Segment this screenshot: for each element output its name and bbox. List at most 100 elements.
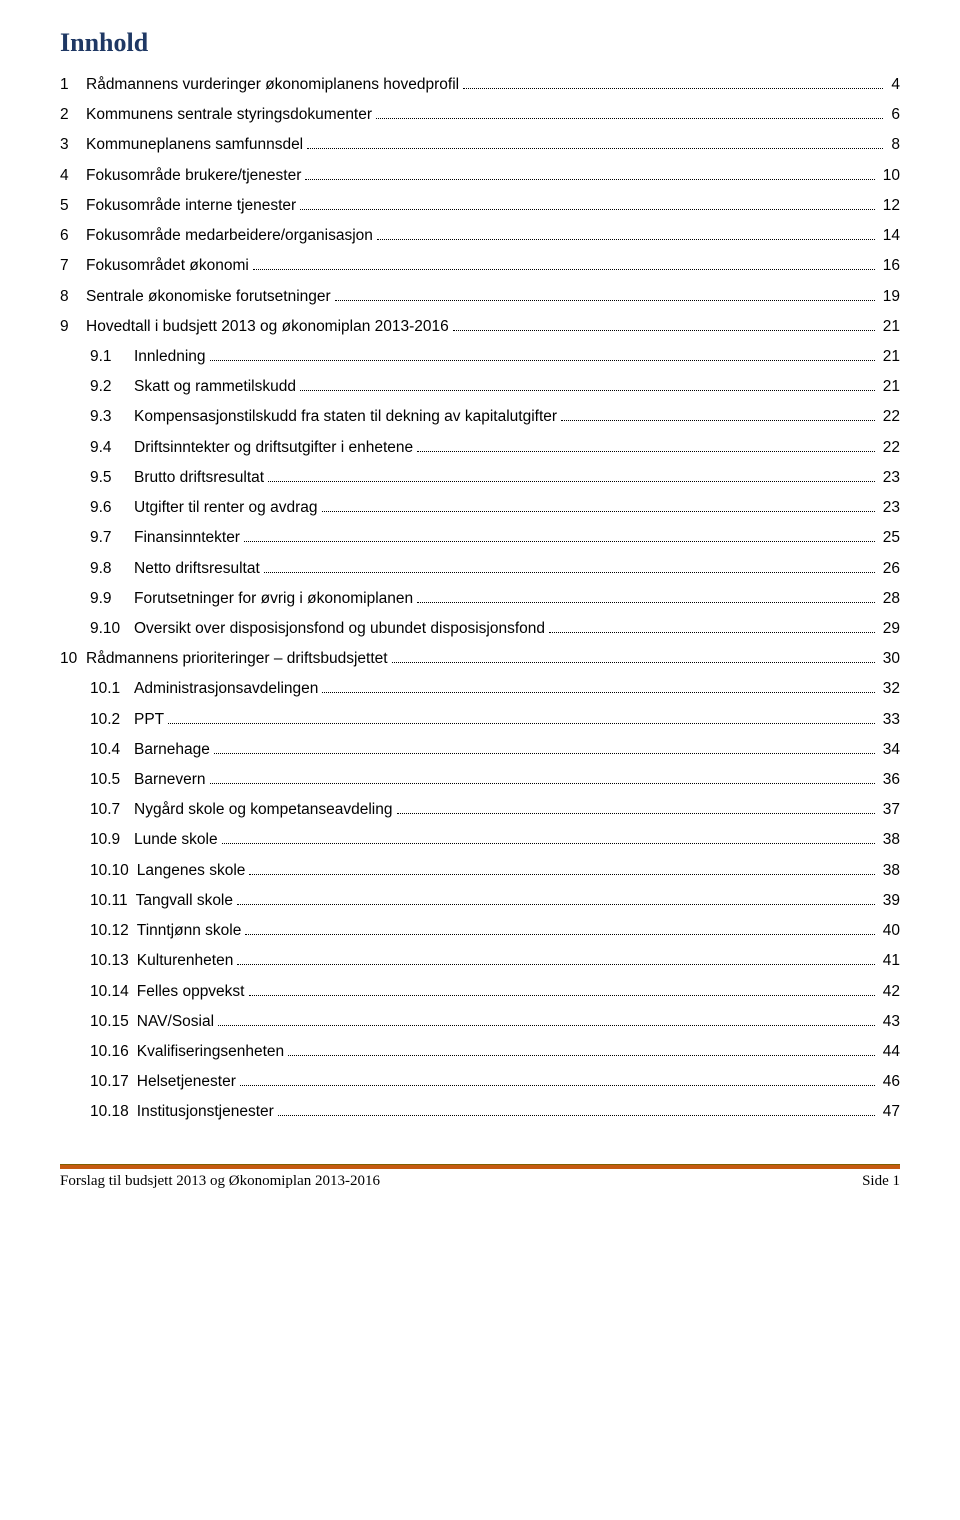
toc-leader-dots [214,753,875,754]
toc-entry-page: 23 [879,463,900,493]
toc-leader-dots [561,420,875,421]
toc-entry: 9.7Finansinntekter25 [60,523,900,553]
toc-entry-page: 19 [879,282,900,312]
toc-entry-number: 10.4 [90,735,134,765]
toc-leader-dots [249,874,874,875]
toc-entry-page: 14 [879,221,900,251]
toc-entry: 9.1Innledning21 [60,342,900,372]
toc-entry-page: 28 [879,584,900,614]
toc-entry-number: 10.7 [90,795,134,825]
toc-entry-number: 10.12 [90,916,137,946]
toc-leader-dots [322,511,875,512]
toc-entry-title: Langenes skole [137,856,246,886]
toc-entry-title: Helsetjenester [137,1067,236,1097]
toc-entry-number: 10.17 [90,1067,137,1097]
toc-entry-title: PPT [134,705,164,735]
toc-entry-page: 10 [879,161,900,191]
toc-entry-number: 9.2 [90,372,134,402]
toc-entry-title: Fokusområde interne tjenester [86,191,296,221]
toc-leader-dots [218,1025,875,1026]
toc-entry-page: 41 [879,946,900,976]
toc-entry-number: 10.1 [90,674,134,704]
toc-entry: 9.2Skatt og rammetilskudd21 [60,372,900,402]
toc-entry-number: 10.16 [90,1037,137,1067]
toc-entry-number: 10.11 [90,886,136,916]
toc-entry-page: 26 [879,554,900,584]
toc-entry-page: 23 [879,493,900,523]
toc-entry: 3Kommuneplanens samfunnsdel8 [60,130,900,160]
toc-entry-number: 9.6 [90,493,134,523]
toc-leader-dots [210,783,875,784]
toc-entry-title: Finansinntekter [134,523,240,553]
toc-entry-page: 44 [879,1037,900,1067]
toc-entry-number: 3 [60,130,86,160]
toc-entry: 10Rådmannens prioriteringer – driftsbuds… [60,644,900,674]
toc-entry-page: 21 [879,312,900,342]
toc-entry: 9.6Utgifter til renter og avdrag23 [60,493,900,523]
toc-entry: 10.14Felles oppvekst42 [60,977,900,1007]
table-of-contents: 1Rådmannens vurderinger økonomiplanens h… [60,70,900,1128]
toc-leader-dots [392,662,875,663]
toc-entry-number: 10.15 [90,1007,137,1037]
toc-entry-page: 33 [879,705,900,735]
toc-entry: 1Rådmannens vurderinger økonomiplanens h… [60,70,900,100]
toc-entry-title: Kvalifiseringsenheten [137,1037,284,1067]
toc-entry-number: 4 [60,161,86,191]
toc-leader-dots [300,209,875,210]
toc-entry-number: 10.18 [90,1097,137,1127]
toc-entry-number: 2 [60,100,86,130]
toc-entry: 9.9Forutsetninger for øvrig i økonomipla… [60,584,900,614]
toc-entry: 10.17Helsetjenester46 [60,1067,900,1097]
footer-divider [60,1164,900,1169]
toc-entry-title: Felles oppvekst [137,977,245,1007]
toc-entry-title: Sentrale økonomiske forutsetninger [86,282,331,312]
toc-entry-page: 30 [879,644,900,674]
toc-entry-page: 38 [879,825,900,855]
toc-leader-dots [335,300,875,301]
toc-entry-number: 10.14 [90,977,137,1007]
toc-entry: 10.10Langenes skole38 [60,856,900,886]
toc-entry-number: 9 [60,312,86,342]
toc-entry-page: 16 [879,251,900,281]
toc-entry-number: 10.10 [90,856,137,886]
toc-entry-title: Fokusområde medarbeidere/organisasjon [86,221,373,251]
toc-entry-number: 9.4 [90,433,134,463]
page-footer: Forslag til budsjett 2013 og Økonomiplan… [60,1164,900,1190]
toc-leader-dots [222,843,875,844]
footer-left-text: Forslag til budsjett 2013 og Økonomiplan… [60,1173,380,1190]
toc-entry: 10.5Barnevern36 [60,765,900,795]
toc-leader-dots [322,692,874,693]
toc-leader-dots [244,541,875,542]
toc-entry-title: Tangvall skole [136,886,233,916]
toc-entry-page: 8 [887,130,900,160]
toc-entry-number: 10.13 [90,946,137,976]
toc-entry-page: 22 [879,402,900,432]
toc-entry-title: Barnevern [134,765,206,795]
toc-entry: 8Sentrale økonomiske forutsetninger19 [60,282,900,312]
toc-entry-number: 10.9 [90,825,134,855]
toc-entry-number: 9.10 [90,614,134,644]
toc-entry: 10.15NAV/Sosial43 [60,1007,900,1037]
toc-leader-dots [237,904,875,905]
toc-entry: 4Fokusområde brukere/tjenester10 [60,161,900,191]
toc-entry: 10.12Tinntjønn skole40 [60,916,900,946]
toc-entry-page: 34 [879,735,900,765]
toc-leader-dots [240,1085,875,1086]
toc-entry-number: 9.3 [90,402,134,432]
toc-leader-dots [245,934,874,935]
footer-right-text: Side 1 [862,1173,900,1190]
toc-entry: 10.9Lunde skole 38 [60,825,900,855]
toc-entry-title: Lunde skole [134,825,218,855]
toc-entry-page: 39 [879,886,900,916]
toc-leader-dots [305,179,874,180]
toc-entry-page: 6 [887,100,900,130]
toc-entry-page: 32 [879,674,900,704]
toc-entry-number: 9.1 [90,342,134,372]
toc-entry-title: NAV/Sosial [137,1007,214,1037]
toc-entry-title: Administrasjonsavdelingen [134,674,318,704]
toc-entry: 10.16Kvalifiseringsenheten 44 [60,1037,900,1067]
toc-entry-page: 21 [879,372,900,402]
toc-entry-page: 29 [879,614,900,644]
toc-entry-number: 9.7 [90,523,134,553]
toc-leader-dots [249,995,875,996]
